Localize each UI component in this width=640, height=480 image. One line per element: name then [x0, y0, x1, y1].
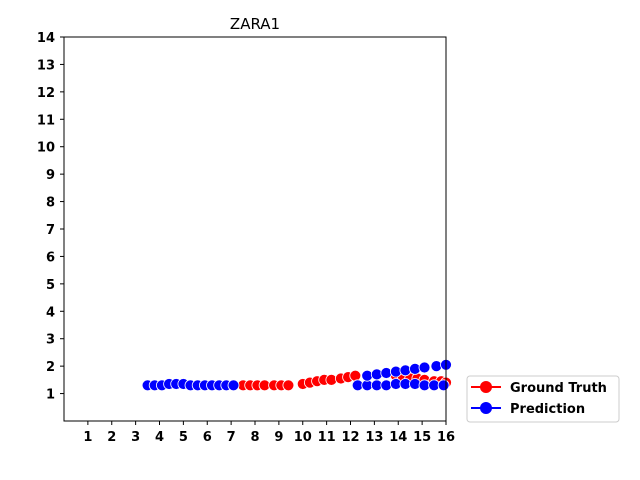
- y-tick-label: 4: [46, 305, 55, 320]
- x-tick-label: 14: [389, 430, 407, 445]
- y-tick-label: 3: [46, 333, 55, 348]
- y-tick-label: 12: [37, 86, 55, 101]
- prediction-point: [227, 379, 240, 392]
- ground-truth-point: [282, 379, 295, 392]
- y-tick-label: 10: [37, 141, 55, 156]
- y-tick-label: 14: [37, 31, 55, 46]
- legend-marker-prediction: [480, 402, 492, 414]
- legend: Ground Truth Prediction: [466, 375, 620, 423]
- y-tick-label: 1: [46, 388, 55, 403]
- prediction-point: [399, 364, 412, 377]
- ground-truth-point: [349, 369, 362, 382]
- y-tick-label: 11: [37, 113, 55, 128]
- x-tick-label: 4: [155, 430, 164, 445]
- x-tick-label: 3: [131, 430, 140, 445]
- prediction-point: [437, 379, 450, 392]
- y-tick-label: 2: [46, 360, 55, 375]
- y-tick-label: 7: [46, 223, 55, 238]
- axes-frame: [63, 36, 447, 422]
- legend-marker-ground-truth: [480, 381, 492, 393]
- x-tick-label: 5: [179, 430, 188, 445]
- legend-entry-prediction: Prediction: [471, 402, 585, 417]
- prediction-point: [380, 367, 393, 379]
- x-tick-label: 12: [341, 430, 359, 445]
- x-tick-label: 15: [413, 430, 431, 445]
- chart-title: ZARA1: [230, 15, 280, 33]
- x-tick-label: 2: [107, 430, 116, 445]
- prediction-point: [418, 361, 431, 374]
- x-tick-label: 13: [365, 430, 383, 445]
- x-tick-label: 7: [227, 430, 236, 445]
- x-tick-label: 11: [318, 430, 336, 445]
- y-tick-label: 6: [46, 250, 55, 265]
- x-tick-label: 9: [274, 430, 283, 445]
- x-tick-label: 10: [294, 430, 312, 445]
- y-tick-label: 13: [37, 58, 55, 73]
- y-tick-label: 5: [46, 278, 55, 293]
- x-tick-label: 1: [83, 430, 92, 445]
- x-tick-label: 8: [250, 430, 259, 445]
- legend-entry-ground-truth: Ground Truth: [471, 381, 607, 396]
- x-tick-label: 16: [437, 430, 455, 445]
- y-tick-label: 8: [46, 196, 55, 211]
- legend-label-prediction: Prediction: [510, 402, 585, 417]
- y-tick-label: 9: [46, 168, 55, 183]
- plot-area: [141, 358, 452, 392]
- series-prediction: [141, 358, 452, 392]
- legend-frame: [466, 375, 620, 423]
- x-axis: 1 2 3 4 5 6 7 8 9 10 11 12 13 14 15 16: [83, 421, 455, 445]
- legend-label-ground-truth: Ground Truth: [510, 381, 607, 396]
- x-tick-label: 6: [203, 430, 212, 445]
